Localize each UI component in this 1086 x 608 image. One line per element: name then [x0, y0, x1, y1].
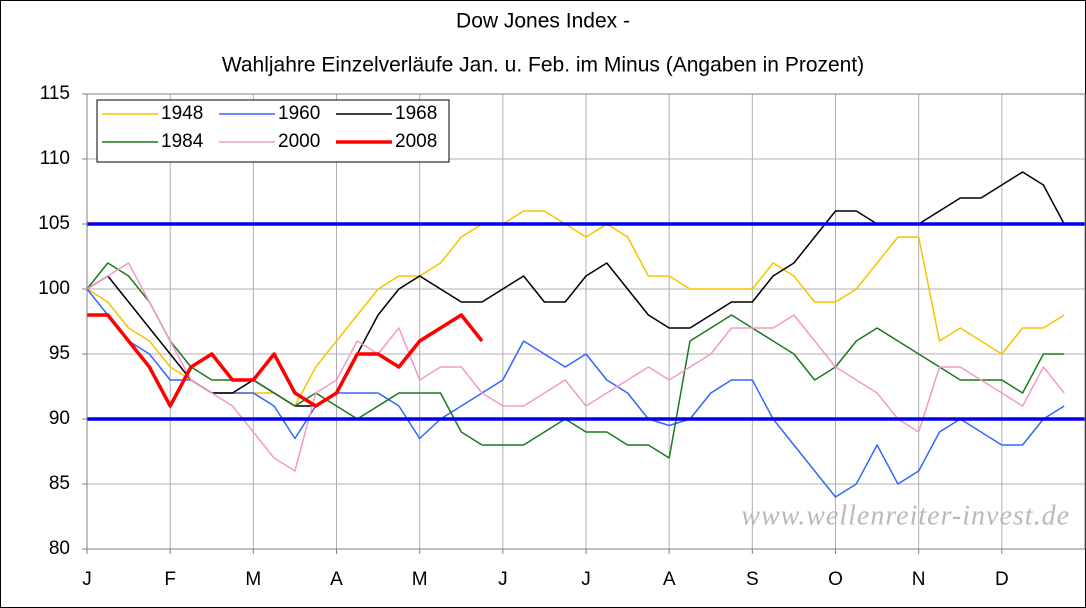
y-tick-label: 105	[38, 213, 70, 234]
x-tick-label: S	[746, 569, 759, 590]
watermark: www.wellenreiter-invest.de	[741, 500, 1070, 531]
legend-label: 1960	[278, 103, 320, 124]
x-tick-label: M	[412, 569, 428, 590]
plot-frame	[86, 93, 1086, 550]
y-tick-label: 85	[49, 473, 70, 494]
x-tick-label: M	[245, 569, 261, 590]
series-line	[86, 288, 1065, 498]
y-tick-label: 80	[49, 538, 70, 559]
x-tick-label: A	[663, 569, 676, 590]
chart-title: Dow Jones Index -	[456, 10, 630, 33]
y-tick-label: 90	[49, 408, 70, 429]
legend-box	[96, 99, 450, 163]
series-line	[86, 262, 1065, 472]
x-tick-label: O	[828, 569, 843, 590]
y-tick-label: 115	[40, 83, 70, 104]
x-tick-label: D	[995, 569, 1009, 590]
x-tick-label: J	[581, 569, 591, 590]
series-line	[87, 313, 484, 408]
legend-label: 1948	[161, 103, 203, 124]
chart-subtitle: Wahljahre Einzelverläufe Jan. u. Feb. im…	[222, 54, 864, 77]
x-tick-label: A	[330, 569, 343, 590]
x-tick-label: F	[164, 569, 176, 590]
y-tick-label: 100	[38, 278, 70, 299]
legend-label: 1968	[395, 103, 437, 124]
legend-label: 1984	[161, 131, 204, 152]
legend-label: 2000	[278, 131, 320, 152]
x-tick-label: N	[912, 569, 926, 590]
x-tick-label: J	[498, 569, 508, 590]
x-tick-label: J	[82, 569, 92, 590]
y-tick-label: 110	[40, 148, 70, 169]
y-tick-label: 95	[49, 343, 70, 364]
legend-label: 2008	[395, 131, 437, 152]
